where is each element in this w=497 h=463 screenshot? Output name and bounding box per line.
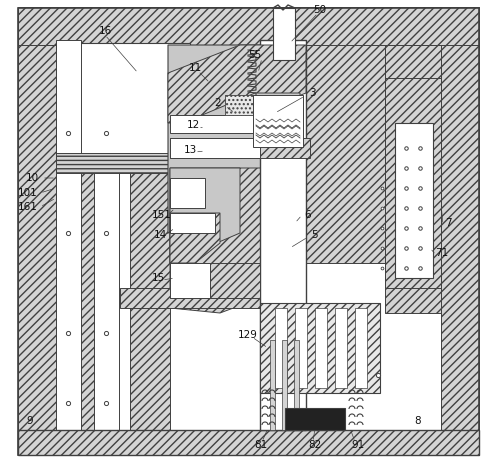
Bar: [75, 43, 190, 168]
Text: 91: 91: [351, 440, 365, 450]
Bar: [395, 123, 433, 278]
Bar: [273, 8, 295, 60]
Bar: [170, 138, 310, 158]
Text: 14: 14: [154, 230, 166, 240]
Polygon shape: [195, 93, 300, 118]
Bar: [18, 430, 479, 455]
Bar: [18, 45, 56, 455]
Bar: [260, 303, 380, 393]
Text: 6: 6: [305, 210, 311, 220]
Bar: [225, 95, 253, 115]
Bar: [94, 168, 119, 430]
Bar: [282, 340, 287, 430]
Text: 129: 129: [238, 330, 258, 340]
Bar: [170, 115, 300, 133]
Text: 5: 5: [312, 230, 318, 240]
Text: 55: 55: [248, 50, 261, 60]
Bar: [441, 45, 479, 455]
Text: 7: 7: [445, 218, 451, 228]
Bar: [170, 138, 260, 158]
Bar: [253, 95, 303, 147]
Text: 8: 8: [414, 416, 421, 426]
Bar: [56, 45, 306, 78]
Bar: [56, 153, 276, 173]
Bar: [294, 340, 299, 430]
Text: 11: 11: [188, 63, 202, 73]
Bar: [315, 308, 327, 388]
Polygon shape: [170, 168, 306, 313]
Bar: [285, 408, 345, 430]
Text: 16: 16: [98, 26, 112, 36]
Bar: [170, 263, 210, 298]
Polygon shape: [170, 213, 220, 263]
Bar: [18, 430, 479, 455]
Text: 13: 13: [183, 145, 197, 155]
Text: 161: 161: [18, 202, 38, 212]
Bar: [170, 263, 260, 298]
Bar: [18, 7, 479, 45]
Bar: [295, 308, 307, 388]
Text: 10: 10: [25, 173, 39, 183]
Bar: [56, 45, 441, 430]
Bar: [275, 308, 287, 388]
Bar: [120, 288, 306, 308]
Polygon shape: [168, 45, 306, 123]
Bar: [225, 95, 253, 115]
Text: 82: 82: [308, 440, 322, 450]
Bar: [18, 430, 479, 455]
Bar: [56, 45, 94, 430]
Bar: [385, 45, 441, 313]
Bar: [385, 78, 441, 288]
Polygon shape: [170, 168, 240, 263]
Polygon shape: [168, 45, 306, 233]
Text: 50: 50: [314, 5, 327, 15]
Text: 81: 81: [254, 440, 267, 450]
Text: 12: 12: [186, 120, 200, 130]
Bar: [335, 308, 347, 388]
Bar: [130, 168, 170, 430]
Text: 2: 2: [215, 98, 221, 108]
Bar: [306, 45, 441, 263]
Text: 9: 9: [27, 416, 33, 426]
Bar: [170, 178, 205, 208]
Text: 151: 151: [152, 210, 172, 220]
Bar: [56, 40, 81, 430]
Bar: [270, 340, 275, 430]
Bar: [355, 308, 367, 388]
Text: 15: 15: [152, 273, 165, 283]
Text: 101: 101: [18, 188, 38, 198]
Bar: [170, 213, 215, 233]
Bar: [260, 40, 306, 430]
Text: 71: 71: [435, 248, 449, 258]
Text: 3: 3: [309, 88, 315, 98]
